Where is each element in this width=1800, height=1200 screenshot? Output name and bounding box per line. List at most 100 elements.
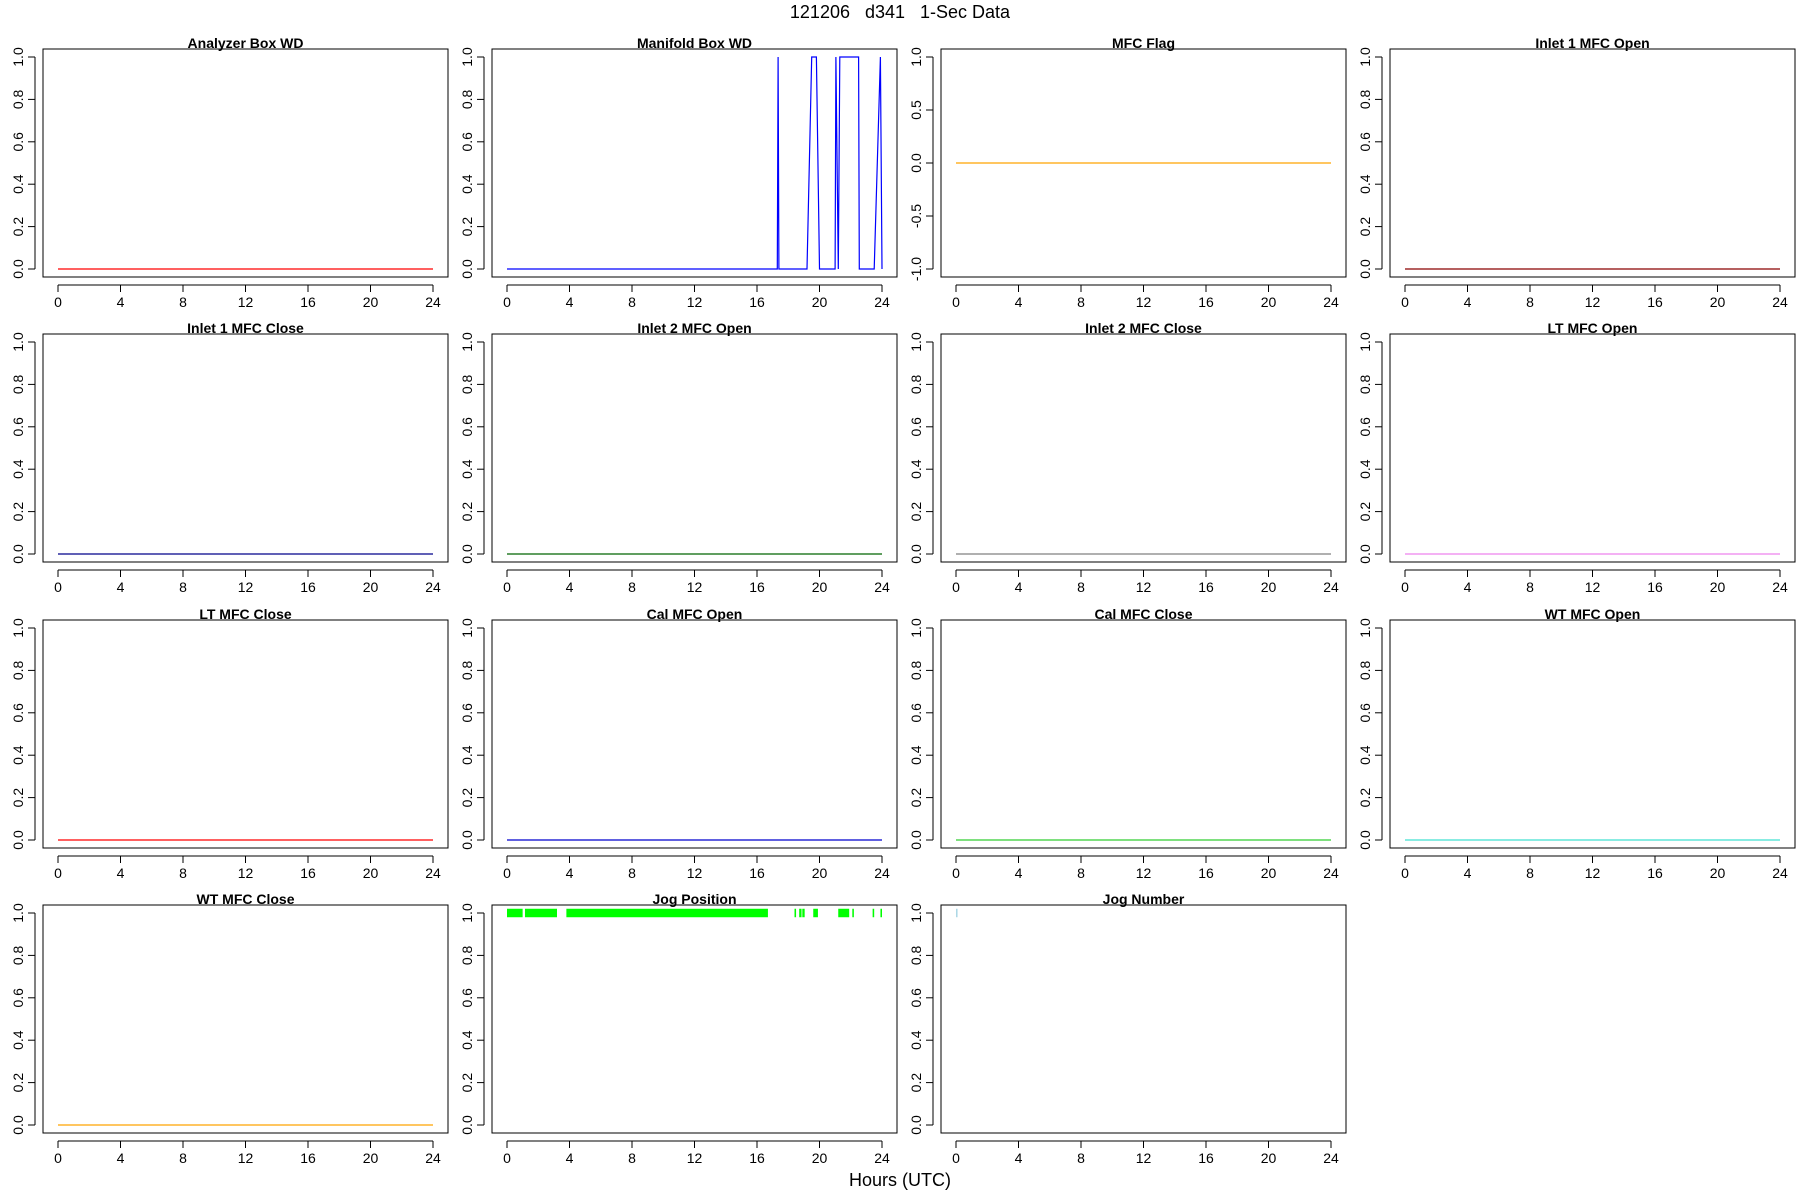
x-tick-label: 24 [1323, 294, 1339, 310]
x-tick-label: 0 [952, 1150, 960, 1166]
x-tick-label: 4 [566, 294, 574, 310]
y-tick-label: 0.8 [459, 89, 475, 109]
x-tick-label: 8 [1077, 294, 1085, 310]
y-tick-label: 0.8 [459, 660, 475, 680]
x-tick-label: 8 [628, 579, 636, 595]
y-tick-label: 0.2 [459, 1073, 475, 1093]
panel-title: Analyzer Box WD [188, 35, 304, 51]
y-tick-label: 0.8 [908, 945, 924, 965]
y-tick-label: 0.8 [1357, 374, 1373, 394]
x-tick-label: 0 [503, 579, 511, 595]
x-tick-label: 8 [1526, 865, 1534, 881]
data-segment [838, 908, 850, 918]
y-tick-label: -0.5 [908, 204, 924, 228]
x-tick-label: 8 [1077, 579, 1085, 595]
y-tick-label: 1.0 [1357, 47, 1373, 67]
panel-title: Jog Position [653, 891, 737, 907]
y-tick-label: 0.8 [1357, 660, 1373, 680]
x-tick-label: 24 [1772, 579, 1788, 595]
x-tick-label: 16 [300, 579, 316, 595]
x-tick-label: 24 [1323, 865, 1339, 881]
y-tick-label: 0.2 [1357, 502, 1373, 522]
data-segment [799, 908, 802, 918]
panel-wt-mfc-open: WT MFC Open 0 4 8 12 16 20 24 0.0 0.2 0.4 0.6 0.8 1.0 [1357, 606, 1796, 881]
panel-jog-position: Jog Position 0 4 8 12 16 20 24 0.0 0.2 0.4 0.6 0.8 1.… [459, 891, 898, 1166]
y-tick-label: 0.6 [459, 417, 475, 437]
panel-title: Inlet 2 MFC Close [1085, 320, 1202, 336]
y-tick-label: 1.0 [908, 47, 924, 67]
x-tick-label: 4 [1464, 865, 1472, 881]
y-tick-label: 0.8 [908, 374, 924, 394]
x-tick-label: 16 [1198, 865, 1214, 881]
x-tick-label: 20 [363, 1150, 379, 1166]
plot-frame [42, 619, 449, 849]
y-tick-label: 0.2 [908, 502, 924, 522]
x-tick-label: 8 [1077, 1150, 1085, 1166]
y-tick-label: 0.0 [10, 1115, 26, 1135]
data-segment [852, 908, 854, 918]
y-tick-label: 0.5 [908, 100, 924, 120]
x-tick-label: 8 [179, 294, 187, 310]
x-tick-label: 4 [566, 865, 574, 881]
y-tick-label: -1.0 [908, 257, 924, 281]
x-tick-label: 8 [179, 1150, 187, 1166]
y-tick-label: 0.0 [908, 153, 924, 173]
x-tick-label: 0 [503, 865, 511, 881]
x-tick-label: 4 [1015, 865, 1023, 881]
panel-jog-number: Jog Number 0 4 8 12 16 20 24 0.0 0.2 0.4 0.6 0.8 1.0 [908, 891, 1347, 1166]
x-tick-label: 0 [54, 579, 62, 595]
x-tick-label: 4 [117, 865, 125, 881]
x-tick-label: 0 [54, 1150, 62, 1166]
y-tick-label: 1.0 [10, 903, 26, 923]
panel-title: Inlet 2 MFC Open [637, 320, 751, 336]
plot-frame [491, 48, 898, 278]
y-tick-label: 1.0 [459, 332, 475, 352]
y-tick-label: 0.8 [10, 374, 26, 394]
x-tick-label: 16 [1198, 1150, 1214, 1166]
x-tick-label: 24 [1772, 865, 1788, 881]
x-tick-label: 20 [1261, 1150, 1277, 1166]
y-tick-label: 0.2 [1357, 217, 1373, 237]
plot-frame [491, 619, 898, 849]
x-tick-label: 0 [54, 294, 62, 310]
x-tick-label: 8 [179, 865, 187, 881]
y-tick-label: 0.4 [10, 745, 26, 765]
x-tick-label: 12 [1136, 579, 1152, 595]
x-tick-label: 4 [566, 579, 574, 595]
plot-frame [940, 333, 1347, 563]
panel-inlet-2-mfc-close: Inlet 2 MFC Close 0 4 8 12 16 20 24 0.0 0.2 0.4 0.6… [908, 320, 1347, 595]
y-tick-label: 0.4 [908, 745, 924, 765]
panel-wt-mfc-close: WT MFC Close 0 4 8 12 16 20 24 0.0 0.2 0.4 0.6 0.8 1.… [10, 891, 449, 1166]
plot-frame [940, 904, 1347, 1134]
y-tick-label: 0.8 [10, 89, 26, 109]
x-tick-label: 20 [812, 579, 828, 595]
x-tick-label: 0 [54, 865, 62, 881]
y-tick-label: 0.2 [10, 1073, 26, 1093]
x-tick-label: 16 [749, 1150, 765, 1166]
x-tick-label: 4 [566, 1150, 574, 1166]
panel-analyzer-box-wd: Analyzer Box WD 0 4 8 12 16 20 24 0.0 0.2 0.4 0.6 0.… [10, 35, 449, 310]
x-tick-label: 0 [1401, 865, 1409, 881]
y-tick-label: 0.0 [459, 1115, 475, 1135]
x-tick-label: 20 [1261, 294, 1277, 310]
y-tick-label: 0.6 [908, 988, 924, 1008]
y-tick-label: 0.0 [459, 259, 475, 279]
y-tick-label: 0.6 [1357, 703, 1373, 723]
plot-frame [42, 333, 449, 563]
x-tick-label: 12 [238, 294, 254, 310]
y-tick-label: 0.4 [10, 459, 26, 479]
y-tick-label: 0.4 [1357, 174, 1373, 194]
x-tick-label: 24 [425, 1150, 441, 1166]
panel-manifold-box-wd: Manifold Box WD 0 4 8 12 16 20 24 0.0 0.2 0.4 0.6 0.… [459, 35, 898, 310]
plot-frame [1389, 48, 1796, 278]
y-tick-label: 0.6 [10, 417, 26, 437]
panel-title: WT MFC Close [197, 891, 295, 907]
x-tick-label: 12 [1585, 294, 1601, 310]
y-tick-label: 1.0 [908, 903, 924, 923]
x-tick-label: 12 [238, 1150, 254, 1166]
y-tick-label: 0.0 [908, 1115, 924, 1135]
y-tick-label: 0.0 [1357, 259, 1373, 279]
x-tick-label: 20 [363, 579, 379, 595]
x-tick-label: 16 [749, 865, 765, 881]
x-tick-label: 0 [503, 1150, 511, 1166]
